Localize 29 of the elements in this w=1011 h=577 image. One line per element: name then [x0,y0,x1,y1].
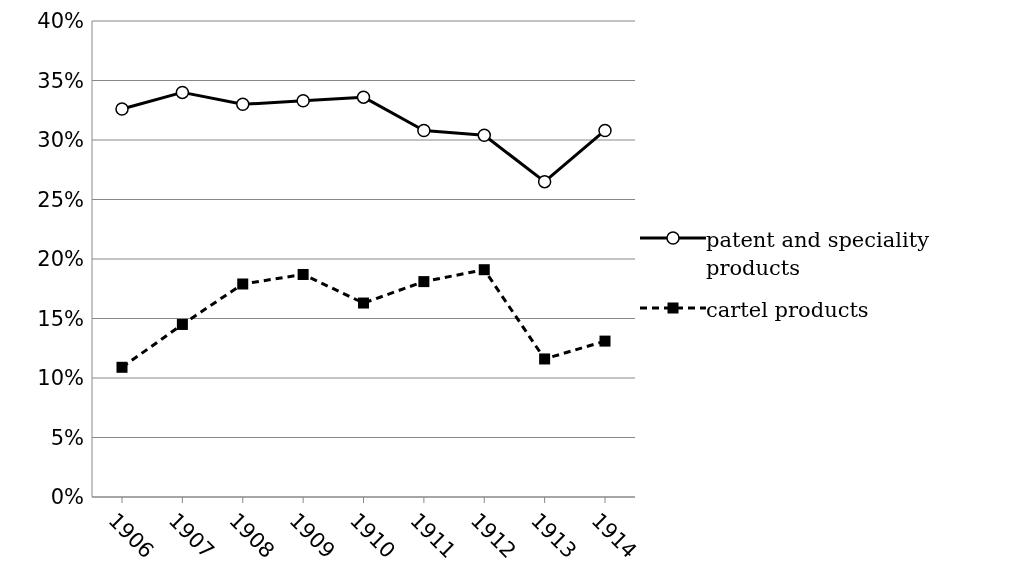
y-tick-label: 0% [50,485,84,510]
point [358,297,369,309]
point [418,276,430,288]
legend-label: patent and speciality products [706,227,930,282]
point [598,123,612,138]
point [237,278,249,290]
y-tick-label: 40% [37,9,84,34]
legend-label: cartel products [706,297,870,324]
y-tick-label: 25% [37,187,84,212]
point [176,318,188,330]
y-tick-label: 30% [37,128,84,153]
y-tick-label: 10% [37,366,84,391]
y-tick-label: 20% [37,247,84,272]
point [297,268,309,280]
point [296,93,310,108]
point [599,335,611,347]
point [236,97,250,112]
point [116,361,128,373]
point [356,90,371,104]
point [477,128,491,142]
point [537,174,552,189]
point [115,102,129,116]
y-tick-label: 5% [50,425,84,450]
point [417,123,431,138]
point [175,85,190,100]
point [539,353,551,365]
y-tick-label: 15% [37,306,84,331]
point [478,264,490,276]
y-tick-label: 35% [37,68,84,93]
